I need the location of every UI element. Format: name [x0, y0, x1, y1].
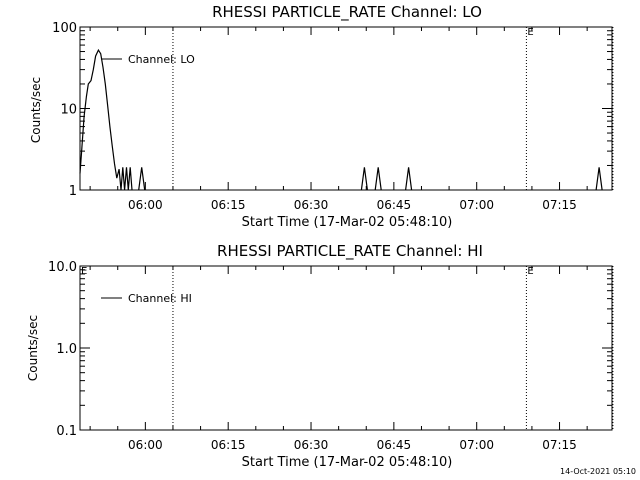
- chart-title-hi: RHESSI PARTICLE_RATE Channel: HI: [217, 242, 483, 261]
- x-tick-label: 06:00: [128, 198, 163, 212]
- y-axis-label-hi: Counts/sec: [26, 315, 40, 381]
- legend-label-hi: Channel: HI: [128, 292, 192, 305]
- series-burst: [138, 167, 146, 191]
- x-tick-label: 07:00: [459, 198, 494, 212]
- x-tick-label: 07:15: [542, 198, 577, 212]
- series-burst: [360, 167, 368, 191]
- x-tick-label: 06:15: [211, 438, 246, 452]
- x-tick-label: 06:45: [377, 438, 412, 452]
- y-tick-label: 1.0: [56, 342, 77, 357]
- y-tick-label: 10.0: [48, 260, 77, 275]
- y-tick-label: 10: [60, 103, 77, 118]
- footer-timestamp: 14-Oct-2021 05:10: [560, 467, 636, 476]
- panel-channel-lo: RHESSI PARTICLE_RATE Channel: LO Counts/…: [29, 3, 614, 230]
- x-axis-label-lo: Start Time (17-Mar-02 05:48:10): [242, 215, 453, 230]
- series-burst: [595, 167, 603, 191]
- y-tick-label: 0.1: [56, 424, 77, 439]
- event-marker-label: E: [527, 266, 533, 277]
- panel-channel-hi: RHESSI PARTICLE_RATE Channel: HI Counts/…: [26, 242, 614, 470]
- x-tick-label: 06:00: [128, 438, 163, 452]
- plot-frame: [79, 26, 613, 191]
- x-tick-label: 06:30: [294, 198, 329, 212]
- series-burst: [374, 167, 382, 191]
- y-tick-label: 100: [52, 21, 77, 36]
- y-axis-label-lo: Counts/sec: [29, 77, 43, 143]
- series-line: [79, 48, 133, 191]
- x-tick-label: 07:15: [542, 438, 577, 452]
- x-tick-label: 06:15: [211, 198, 246, 212]
- event-marker-label: E: [527, 27, 533, 38]
- event-marker-label: E: [81, 266, 87, 277]
- x-tick-label: 06:30: [294, 438, 329, 452]
- x-tick-label: 06:45: [377, 198, 412, 212]
- x-tick-label: 07:00: [459, 438, 494, 452]
- y-tick-label: 1: [69, 184, 77, 199]
- series-burst: [405, 167, 413, 191]
- x-axis-label-hi: Start Time (17-Mar-02 05:48:10): [242, 455, 453, 470]
- legend-label-lo: Channel: LO: [128, 53, 195, 66]
- chart-title-lo: RHESSI PARTICLE_RATE Channel: LO: [212, 3, 482, 22]
- plot-frame: [79, 265, 613, 431]
